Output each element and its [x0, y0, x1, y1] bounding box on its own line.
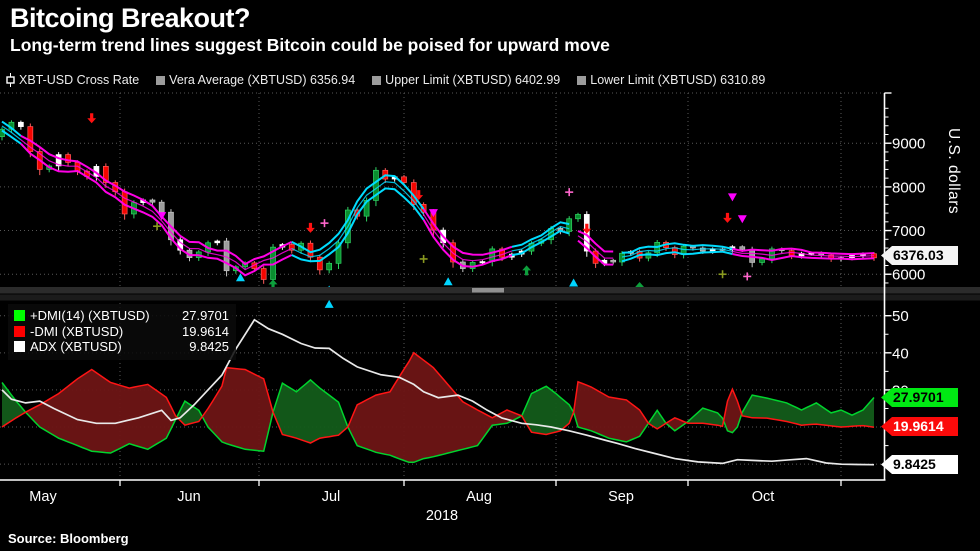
month-label: Jul — [322, 489, 341, 505]
trend-up-triangle-icon — [325, 300, 334, 308]
sell-arrow-icon — [306, 223, 315, 233]
buy-arrow-icon — [522, 265, 531, 275]
candle-body — [159, 202, 164, 212]
dmi-tick-label: 40 — [892, 345, 909, 362]
candle-body — [567, 219, 572, 232]
price-tick-label: 8000 — [892, 179, 925, 196]
series-value: 19.9614 — [182, 324, 229, 339]
month-label: Sep — [608, 489, 634, 505]
source-attribution: Source: Bloomberg — [8, 531, 129, 546]
month-label: Aug — [466, 489, 492, 505]
series-label: +DMI(14) (XBTUSD) — [30, 308, 150, 323]
candle-body — [215, 241, 220, 243]
dmi-legend-row: +DMI(14) (XBTUSD) 27.9701 — [14, 308, 229, 324]
candle-body — [150, 200, 155, 202]
sell-arrow-icon — [723, 213, 732, 223]
minus-dmi-badge: 19.9614 — [881, 417, 958, 436]
dmi-legend-row: -DMI (XBTUSD) 19.9614 — [14, 324, 229, 340]
series-swatch-icon — [14, 310, 25, 321]
trend-down-triangle-icon — [738, 215, 747, 223]
price-dmi-chart: 90008000700060005040302010MayJunJulAugSe… — [0, 0, 980, 551]
vera-trend-band — [2, 122, 874, 276]
trend-down-triangle-icon — [728, 193, 737, 201]
series-label: ADX (XBTUSD) — [30, 339, 122, 354]
dmi-panel-markers — [325, 300, 334, 308]
price-tick-label: 7000 — [892, 223, 925, 240]
dmi-legend-box: +DMI(14) (XBTUSD) 27.9701 -DMI (XBTUSD) 19.… — [8, 304, 236, 360]
series-label: -DMI (XBTUSD) — [30, 324, 123, 339]
candle-body — [327, 263, 332, 270]
month-label: May — [29, 489, 57, 505]
trend-down-triangle-icon — [429, 209, 438, 217]
candle-body — [261, 269, 266, 280]
dmi-legend-row: ADX (XBTUSD) 9.8425 — [14, 339, 229, 355]
plus-dmi-badge: 27.9701 — [881, 388, 958, 407]
candle-body — [480, 262, 485, 263]
minus-dmi-fill-region — [574, 382, 649, 442]
dmi-tick-label: 50 — [892, 308, 909, 325]
sell-arrow-icon — [87, 113, 96, 123]
x-axis-year-label: 2018 — [402, 508, 482, 524]
series-swatch-icon — [14, 326, 25, 337]
divider-scroll-thumb — [472, 288, 504, 293]
plus-dmi-fill-region — [273, 380, 348, 443]
candle-body — [740, 247, 745, 250]
y-axis-unit-label: U.S. dollars — [944, 128, 962, 298]
series-value: 27.9701 — [182, 308, 229, 323]
price-tick-label: 9000 — [892, 136, 925, 153]
series-value: 9.8425 — [189, 339, 229, 354]
candle-body — [760, 259, 765, 262]
band-upper-line — [578, 231, 613, 252]
month-label: Jun — [177, 489, 200, 505]
trend-up-triangle-icon — [444, 277, 453, 285]
price-panel — [0, 113, 877, 293]
adx-badge: 9.8425 — [881, 455, 958, 474]
candle-body — [490, 249, 495, 262]
candle-body — [18, 122, 23, 126]
candle-body — [576, 214, 581, 218]
minus-dmi-fill-region — [26, 370, 177, 454]
sell-arrow-icon — [582, 224, 591, 234]
month-label: Oct — [752, 489, 775, 505]
panel-divider-bar — [0, 295, 980, 301]
minus-dmi-fill-region — [202, 368, 273, 452]
plus-dmi-fill-region — [2, 383, 26, 428]
price-tick-label: 6000 — [892, 267, 925, 284]
band-upper-line — [21, 136, 292, 264]
trend-up-triangle-icon — [569, 279, 578, 287]
plus-dmi-fill-region — [742, 395, 874, 427]
candle-body — [402, 177, 407, 183]
candle-body — [611, 260, 616, 262]
bloomberg-chart-page: Bitcoing Breakout? Long-term trend lines… — [0, 0, 980, 551]
candlesticks — [0, 120, 877, 285]
series-swatch-icon — [14, 341, 25, 352]
band-upper-line — [424, 209, 512, 255]
